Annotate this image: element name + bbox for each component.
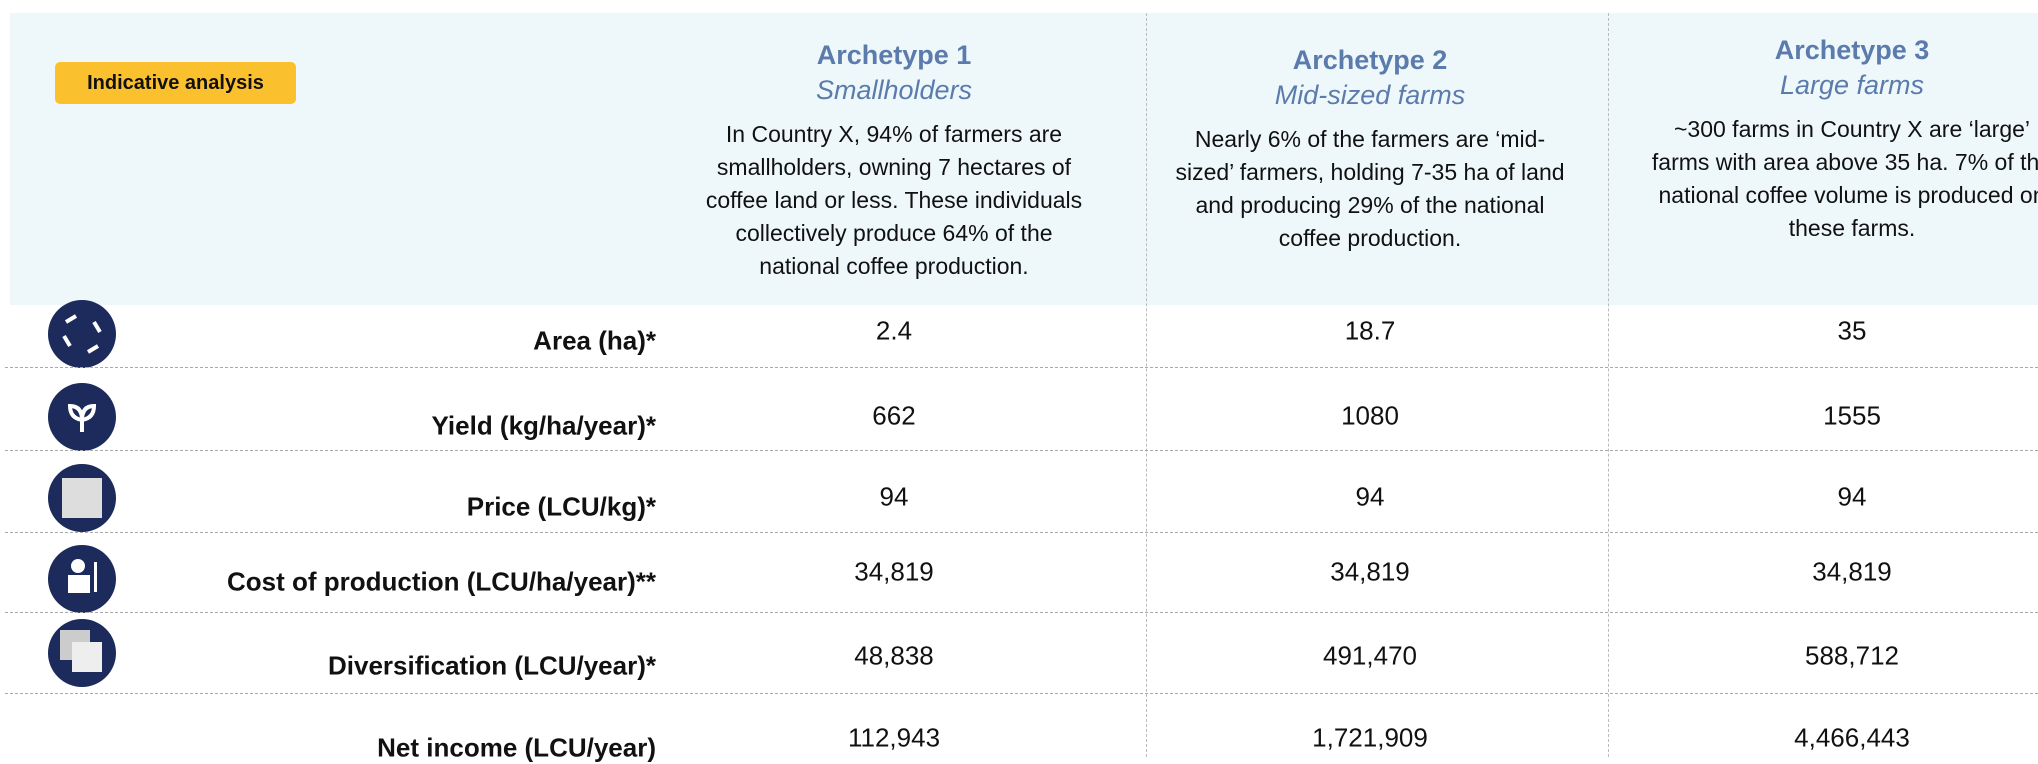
row-label: Area (ha)* (533, 325, 656, 356)
column-title: Archetype 1 (816, 40, 972, 70)
row-divider (5, 367, 2038, 368)
cell-value: 94 (1355, 481, 1385, 512)
column-title: Archetype 3 (1774, 35, 1930, 65)
row-icons (48, 300, 116, 687)
row-divider (5, 612, 2038, 613)
row-divider (5, 450, 2038, 451)
row-label: Yield (kg/ha/year)* (431, 410, 656, 441)
row-label: Net income (LCU/year) (377, 732, 656, 763)
column-description: ~300 farms in Country X are ‘large’ farm… (1651, 116, 2038, 241)
column-header: Archetype 1 Smallholders In Country X, 94%… (679, 40, 1109, 283)
cell-value: 35 (1837, 315, 1867, 346)
cell-value: 112,943 (847, 722, 941, 753)
cell-value: 1080 (1341, 400, 1399, 431)
cell-value: 2.4 (875, 315, 913, 346)
cell-value: 48,838 (854, 640, 934, 671)
row-label: Price (LCU/kg)* (466, 491, 656, 522)
cell-value: 1555 (1823, 400, 1881, 431)
cell-value: 94 (1837, 481, 1867, 512)
column-divider (1608, 13, 1609, 757)
cell-value: 94 (879, 481, 909, 512)
header-background (10, 13, 2038, 305)
row-divider (5, 693, 2038, 694)
row-label: Diversification (LCU/year)* (328, 650, 656, 681)
column-title: Archetype 2 (1292, 45, 1448, 75)
column-divider (1146, 13, 1147, 757)
cell-value: 662 (872, 400, 916, 431)
cell-value: 18.7 (1344, 315, 1396, 346)
column-description: Nearly 6% of the farmers are ‘mid-sized’… (1175, 126, 1565, 251)
row-label: Cost of production (LCU/ha/year)** (226, 566, 656, 597)
column-header: Archetype 2 Mid-sized farms Nearly 6% of t… (1155, 45, 1585, 255)
row-divider (5, 532, 2038, 533)
cell-value: 1,721,909 (1312, 722, 1428, 753)
column-subtitle: Large farms (1779, 70, 1925, 100)
cell-value: 34,819 (1330, 556, 1410, 587)
column-subtitle: Mid-sized farms (1274, 80, 1466, 110)
column-subtitle: Smallholders (815, 75, 973, 105)
cell-value: 4,466,443 (1794, 722, 1910, 753)
badge: Indicative analysis (55, 62, 296, 104)
cell-value: 588,712 (1805, 640, 1899, 671)
cell-value: 491,470 (1323, 640, 1417, 671)
column-header: Archetype 3 Large farms ~300 farms in Coun… (1637, 35, 2038, 245)
cell-value: 34,819 (854, 556, 934, 587)
cell-value: 34,819 (1812, 556, 1892, 587)
column-description: In Country X, 94% of farmers are smallho… (705, 121, 1083, 279)
